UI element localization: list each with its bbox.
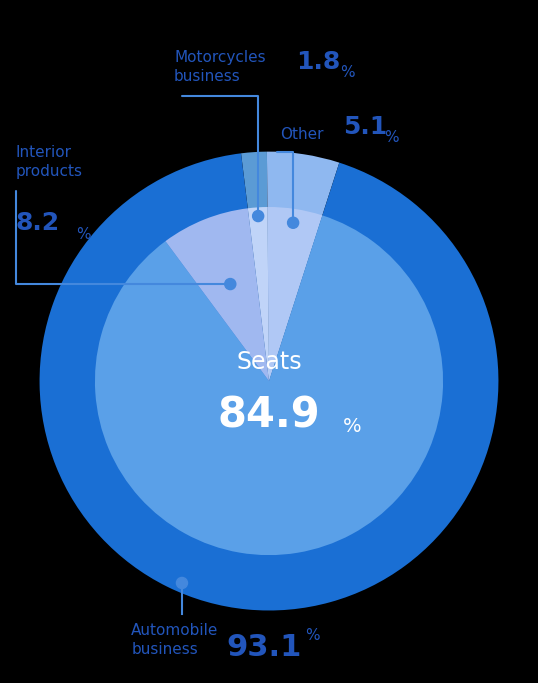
Text: 93.1: 93.1 (226, 632, 302, 662)
Text: 5.1: 5.1 (343, 115, 387, 139)
Text: Other: Other (280, 127, 323, 142)
Circle shape (176, 577, 188, 589)
Wedge shape (241, 152, 269, 381)
Circle shape (225, 279, 236, 290)
Text: %: % (340, 66, 355, 81)
Circle shape (253, 210, 264, 221)
Text: Seats: Seats (236, 350, 302, 374)
Text: Automobile
business: Automobile business (131, 623, 219, 657)
Wedge shape (267, 207, 322, 381)
Text: Motorcycles
business: Motorcycles business (174, 50, 266, 83)
Text: Interior
products: Interior products (16, 145, 83, 178)
Text: %: % (343, 417, 362, 436)
Wedge shape (267, 152, 339, 381)
Text: 84.9: 84.9 (218, 395, 320, 437)
Text: 1.8: 1.8 (296, 50, 340, 74)
Text: %: % (385, 130, 399, 145)
Wedge shape (95, 215, 443, 555)
Text: %: % (76, 227, 90, 242)
Text: 8.2: 8.2 (16, 212, 60, 236)
Wedge shape (165, 208, 269, 381)
Text: %: % (306, 628, 320, 643)
Circle shape (288, 217, 299, 228)
Wedge shape (40, 153, 498, 611)
Wedge shape (248, 207, 269, 381)
